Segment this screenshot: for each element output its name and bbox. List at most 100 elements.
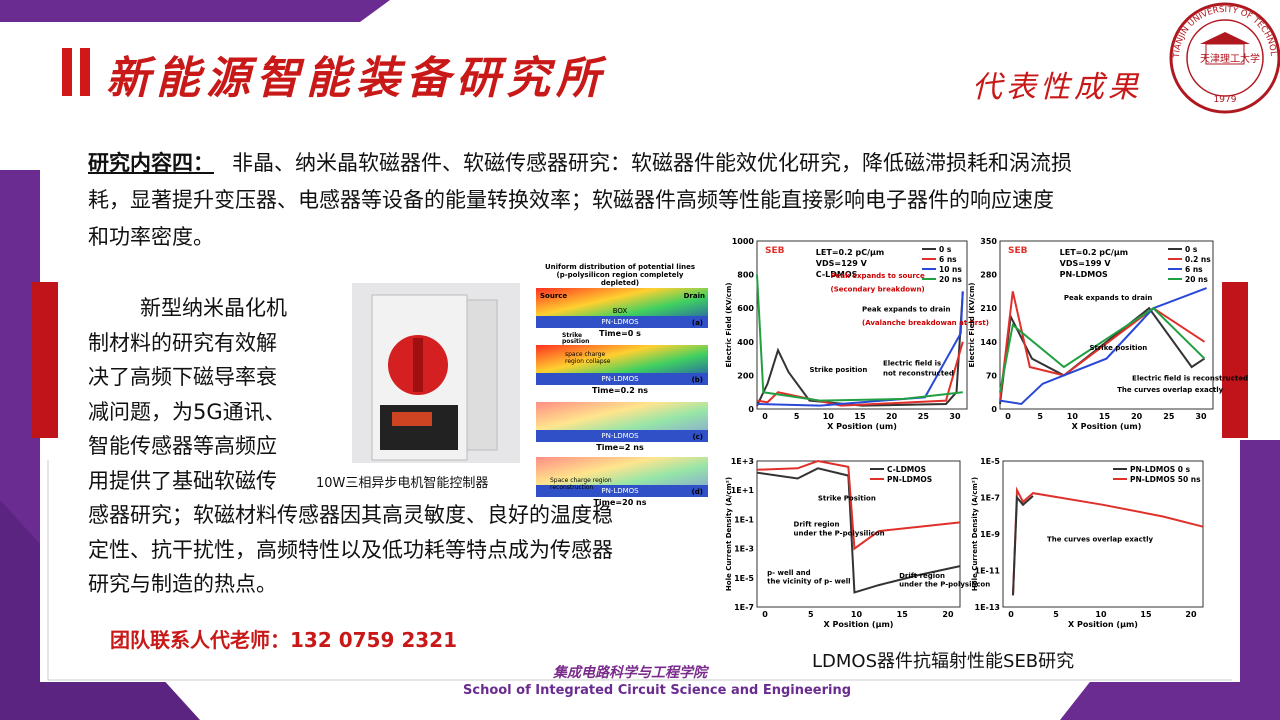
curve <box>756 459 961 551</box>
paragraph-line: 制材料的研究有效解 <box>88 330 277 355</box>
y-tick-label: 1E-9 <box>980 530 1000 539</box>
y-tick-label: 1E-3 <box>734 545 754 554</box>
sim-device <box>536 485 708 497</box>
sim-time: Time=0.2 ns <box>592 386 648 395</box>
annotation: Strike position <box>810 366 868 374</box>
legend-label: PN-LDMOS <box>887 475 932 484</box>
y-tick-label: 1E-5 <box>734 574 754 583</box>
sim-label: reconstruction <box>550 484 594 491</box>
paragraph-line: 研究与制造的热点。 <box>88 572 277 596</box>
x-tick-label: 0 <box>762 412 768 421</box>
annotation: Peak expands to drain <box>862 306 950 314</box>
legend-label: PN-LDMOS 0 s <box>1130 465 1191 474</box>
plot-tag: SEB <box>765 246 785 256</box>
logo <box>1169 2 1280 114</box>
annotation: Peak expands to drain <box>1064 294 1152 302</box>
side-bar <box>1222 282 1248 438</box>
curve <box>1012 494 1034 596</box>
sim-device-label: PN-LDMOS <box>601 432 639 440</box>
y-axis-label: Electric Field (KV/cm) <box>968 283 976 368</box>
product-photo <box>352 283 520 463</box>
x-tick-label: 15 <box>1099 412 1111 421</box>
curve <box>1012 486 1204 596</box>
intro-heading: 研究内容四： <box>88 151 214 175</box>
sim-label: Strike <box>562 332 582 339</box>
legend-label: C-LDMOS <box>887 465 926 474</box>
sim-device <box>536 373 708 385</box>
annotation: The curves overlap exactly <box>1047 535 1153 543</box>
x-tick-label: 20 <box>1131 412 1143 421</box>
sim-note: depleted) <box>601 279 639 287</box>
y-tick-label: 0 <box>748 405 754 414</box>
y-tick-label: 1E-7 <box>980 494 1000 503</box>
x-tick-label: 10 <box>823 412 835 421</box>
sim-label: region collapse <box>565 358 611 365</box>
legend-label: 20 ns <box>1185 275 1208 284</box>
x-tick-label: 15 <box>1140 610 1152 619</box>
plot-info: C-LDMOS <box>816 270 858 279</box>
x-tick-label: 30 <box>949 412 961 421</box>
sim-label: Space charge region <box>550 477 612 484</box>
product-caption: 10W三相异步电机智能控制器 <box>316 476 489 491</box>
y-tick-label: 1E-5 <box>980 457 1000 466</box>
y-tick-label: 1000 <box>732 237 755 246</box>
intro-line: 耗，显著提升变压器、电感器等设备的能量转换效率；软磁器件高频等性能直接影响电子器… <box>88 188 1054 212</box>
legend-label: PN-LDMOS 50 ns <box>1130 475 1201 484</box>
y-tick-label: 280 <box>980 271 997 280</box>
y-tick-label: 1E-1 <box>734 515 754 524</box>
title-bar <box>62 48 72 96</box>
x-tick-label: 15 <box>897 610 909 619</box>
y-tick-label: 1E-13 <box>975 603 1000 612</box>
annotation: the vicinity of p- well <box>767 578 850 586</box>
x-tick-label: 0 <box>762 610 768 619</box>
annotation: Electric field is reconstructed <box>1132 374 1248 382</box>
annotation: Drift region <box>899 572 945 580</box>
legend-label: 0 s <box>939 245 952 254</box>
y-axis-label: Electric Field (KV/cm) <box>725 283 733 368</box>
sim-label: Source <box>540 292 567 300</box>
y-tick-label: 70 <box>986 371 998 380</box>
y-tick-label: 1E-7 <box>734 603 754 612</box>
y-tick-label: 350 <box>980 237 997 246</box>
side-bar <box>32 282 58 438</box>
y-tick-label: 1E+1 <box>731 486 755 495</box>
x-tick-label: 30 <box>1195 412 1207 421</box>
sim-time: Time=0 s <box>599 329 641 338</box>
y-axis-label: Hole Current Density (A/cm²) <box>971 477 979 591</box>
decor <box>0 0 390 22</box>
sim-device-label: PN-LDMOS <box>601 375 639 383</box>
paragraph-line: 用提供了基础软磁传 <box>88 468 277 493</box>
plot-info: LET=0.2 pC/μm <box>1060 248 1128 257</box>
sim-label: Drain <box>684 292 705 300</box>
curve <box>999 287 1207 406</box>
annotation: under the P-polysilicon <box>899 581 990 589</box>
y-tick-label: 200 <box>737 371 754 380</box>
plot-info: LET=0.2 pC/μm <box>816 248 884 257</box>
curve <box>756 291 964 407</box>
x-tick-label: 15 <box>854 412 866 421</box>
subtitle: 代表性成果 <box>972 70 1142 105</box>
paragraph-line: 新型纳米晶化机 <box>140 296 287 320</box>
sim-device-label: PN-LDMOS <box>601 487 639 495</box>
sim-note: Uniform distribution of potential lines <box>545 263 695 271</box>
x-tick-label: 10 <box>1067 412 1079 421</box>
title: 新能源智能装备研究所 <box>106 53 606 104</box>
footer-en: School of Integrated Circuit Science and… <box>463 683 852 698</box>
title-bar <box>80 48 90 96</box>
legend-label: 20 ns <box>939 275 962 284</box>
sim-panel-label: (d) <box>692 488 703 496</box>
sim-label: space charge <box>565 351 605 358</box>
annotation: Electric field is <box>883 359 941 367</box>
annotation: Peak expands to source <box>831 272 925 280</box>
annotation: Strike Position <box>818 494 876 502</box>
paragraph-line: 智能传感器等高频应 <box>88 434 277 458</box>
sim-device <box>536 430 708 442</box>
plot-info: VDS=199 V <box>1060 259 1112 268</box>
y-tick-label: 400 <box>737 338 754 347</box>
x-tick-label: 5 <box>808 610 814 619</box>
sim-panel-label: (a) <box>692 319 703 327</box>
x-tick-label: 20 <box>886 412 898 421</box>
y-axis-label: Hole Current Density (A/cm²) <box>725 477 733 591</box>
